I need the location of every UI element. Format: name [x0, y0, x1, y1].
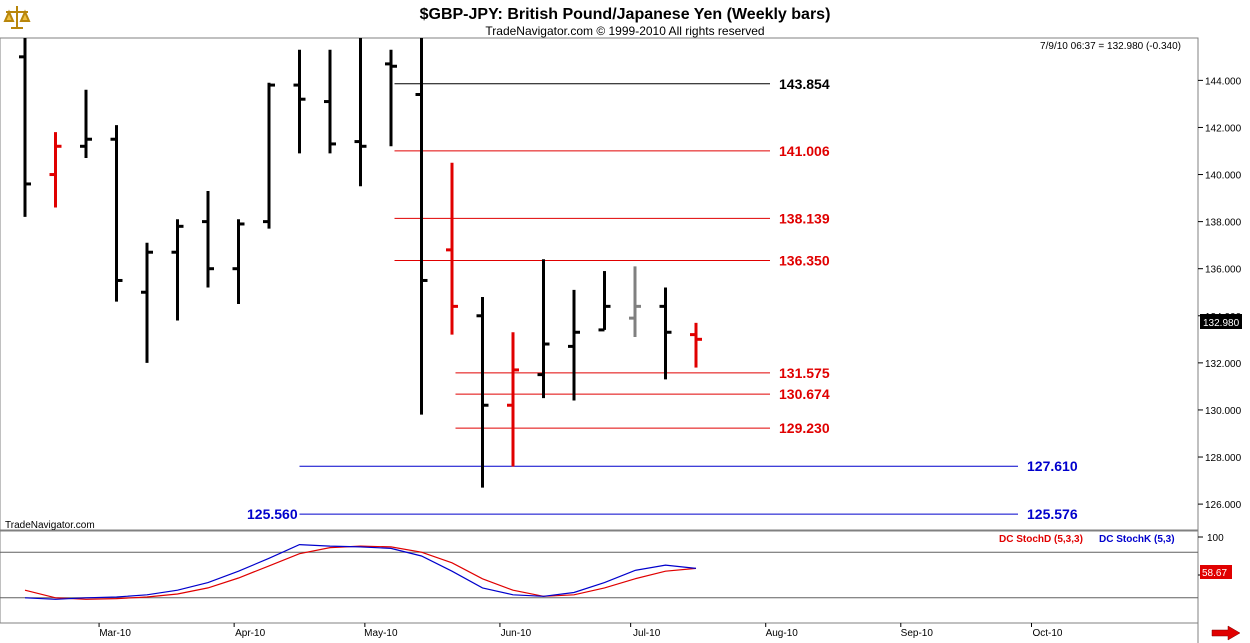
stoch-value-tag: 58.67: [1200, 565, 1232, 579]
price-tick-label: 128.000: [1205, 453, 1242, 464]
ohlc-bar: [80, 89, 92, 159]
time-tick-label: Aug-10: [766, 628, 799, 639]
legend-entry: DC StochK (5,3): [1099, 534, 1175, 545]
last-price-tag: 132.980: [1200, 314, 1242, 329]
quote-readout: 7/9/10 06:37 = 132.980 (-0.340): [1040, 41, 1181, 52]
price-tick-label: 126.000: [1205, 500, 1242, 511]
price-tick-label: 142.000: [1205, 123, 1242, 134]
price-tick-label: 144.000: [1205, 76, 1242, 87]
price-tick-label: 140.000: [1205, 171, 1242, 182]
time-tick-label: Sep-10: [901, 628, 934, 639]
level-label: 130.674: [779, 386, 830, 402]
ohlc-bar: [171, 219, 184, 321]
ohlc-bar: [690, 322, 702, 368]
stoch-tick-label: 100: [1207, 533, 1224, 544]
ohlc-bar: [202, 191, 214, 288]
level-label: 127.610: [1027, 458, 1078, 474]
ohlc-bar: [537, 259, 550, 399]
price-tick-label: 130.000: [1205, 406, 1242, 417]
level-label: 131.575: [779, 365, 830, 381]
ohlc-bar: [446, 162, 458, 335]
stoch-series-line: [24, 545, 697, 600]
time-tick-label: May-10: [364, 628, 398, 639]
time-tick-label: Jul-10: [633, 628, 661, 639]
stoch-series-line: [24, 543, 697, 600]
ohlc-bar: [324, 49, 336, 154]
right-arrow-icon[interactable]: [1210, 625, 1241, 641]
ohlc-bar: [141, 242, 153, 363]
ohlc-bar: [507, 332, 519, 467]
ohlc-bar: [568, 289, 580, 401]
chart-title: $GBP-JPY: British Pound/Japanese Yen (We…: [420, 6, 831, 23]
copyright-text: TradeNavigator.com © 1999-2010 All right…: [485, 24, 764, 38]
watermark: TradeNavigator.com: [5, 520, 95, 531]
ohlc-bar: [263, 82, 275, 229]
ohlc-bar: [293, 49, 306, 154]
ohlc-bar: [354, 38, 367, 187]
level-label: 141.006: [779, 143, 830, 159]
ohlc-bar: [629, 266, 641, 337]
stoch-lines-layer: [24, 543, 697, 600]
stochastic-panel[interactable]: [0, 530, 1199, 624]
ohlc-bar: [385, 49, 397, 147]
level-label: 129.230: [779, 420, 830, 436]
level-left-label: 125.560: [247, 506, 298, 522]
ohlc-bar: [659, 287, 672, 380]
ohlc-bar: [598, 271, 611, 332]
time-axis: Mar-10 Apr-10 May-10 Jun-10 Jul-10 Aug-10 Sep-…: [98, 623, 1063, 639]
level-label: 138.139: [779, 210, 830, 226]
bars-layer: [19, 38, 702, 488]
stoch-value-label: 58.67: [1202, 568, 1227, 579]
price-tick-label: 132.000: [1205, 359, 1242, 370]
price-tick-label: 138.000: [1205, 218, 1242, 229]
level-label: 125.576: [1027, 506, 1078, 522]
time-tick-label: Mar-10: [99, 628, 131, 639]
levels-layer: 143.854 141.006 138.139 136.350 131.575 130.6…: [247, 76, 1078, 522]
ohlc-bar: [49, 132, 62, 208]
ohlc-bar: [415, 38, 428, 415]
time-tick-label: Apr-10: [235, 628, 265, 639]
time-tick-label: Oct-10: [1032, 628, 1062, 639]
price-panel[interactable]: [0, 37, 1199, 531]
stoch-legend: DC StochD (5,3,3) DC StochK (5,3): [999, 534, 1175, 545]
price-tick-label: 136.000: [1205, 265, 1242, 276]
last-price-label: 132.980: [1203, 318, 1240, 329]
ohlc-bar: [476, 296, 489, 488]
logo-icon[interactable]: [2, 2, 32, 32]
ohlc-bar: [19, 38, 31, 217]
level-label: 143.854: [779, 76, 830, 92]
time-tick-label: Jun-10: [501, 628, 532, 639]
ohlc-bar: [110, 125, 123, 302]
price-axis: 126.000128.000130.000132.000134.000136.0…: [1198, 76, 1242, 511]
legend-entry: DC StochD (5,3,3): [999, 534, 1083, 545]
level-label: 136.350: [779, 252, 830, 268]
ohlc-bar: [232, 219, 245, 305]
